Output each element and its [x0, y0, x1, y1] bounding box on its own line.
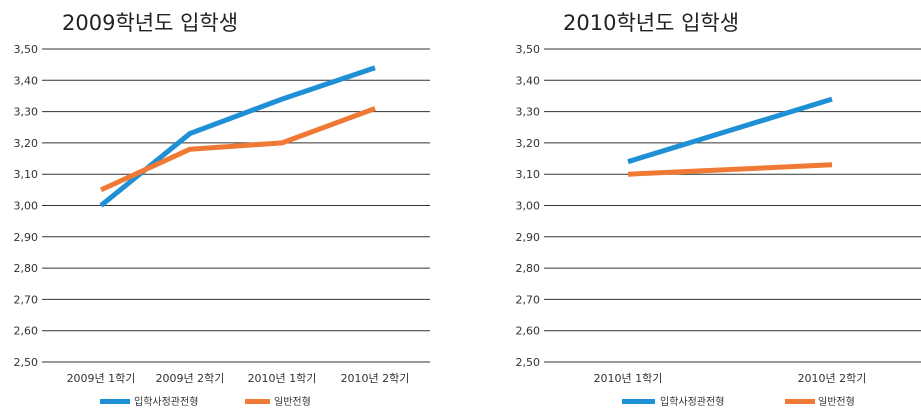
series-line — [627, 96, 833, 165]
y-tick-label: 2,50 — [516, 356, 541, 369]
y-tick-label: 3,40 — [14, 74, 39, 87]
y-tick-label: 3,20 — [516, 137, 541, 150]
x-tick-label: 2010년 1학기 — [248, 372, 317, 385]
y-tick-label: 2,60 — [516, 325, 541, 338]
y-tick-label: 3,30 — [14, 106, 39, 119]
series-line — [99, 65, 376, 208]
legend-label: 입학사정관전형 — [660, 395, 724, 408]
legend-swatch — [245, 399, 270, 404]
y-tick-label: 3,50 — [14, 43, 39, 56]
x-tick-label: 2009년 1학기 — [67, 372, 136, 385]
series-line — [627, 162, 833, 177]
legend-label: 일반전형 — [818, 396, 855, 408]
y-tick-label: 3,40 — [516, 74, 541, 87]
chart-title: 2009학년도 입학생 — [62, 11, 238, 35]
x-tick-label: 2010년 2학기 — [798, 372, 867, 385]
legend-swatch — [785, 399, 815, 404]
x-tick-label: 2010년 1학기 — [594, 372, 663, 385]
y-tick-label: 3,30 — [516, 106, 541, 119]
x-tick-label: 2010년 2학기 — [341, 372, 410, 385]
y-tick-label: 3,20 — [14, 137, 39, 150]
y-tick-label: 3,10 — [14, 168, 39, 181]
y-tick-label: 3,10 — [516, 168, 541, 181]
y-tick-label: 2,90 — [516, 231, 541, 244]
y-tick-label: 3,00 — [516, 200, 541, 213]
y-tick-label: 2,70 — [516, 293, 541, 306]
y-tick-label: 2,90 — [14, 231, 39, 244]
legend-swatch — [100, 399, 130, 404]
y-tick-label: 2,80 — [516, 262, 541, 275]
x-tick-label: 2009년 2학기 — [156, 372, 225, 385]
legend-label: 입학사정관전형 — [134, 395, 198, 408]
y-tick-label: 3,50 — [516, 43, 541, 56]
series-line — [99, 106, 376, 193]
legend-label: 일반전형 — [274, 396, 311, 408]
chart-title: 2010학년도 입학생 — [563, 11, 739, 35]
y-tick-label: 2,60 — [14, 325, 39, 338]
legend-swatch — [622, 399, 655, 404]
y-tick-label: 3,00 — [14, 200, 39, 213]
y-tick-label: 2,50 — [14, 356, 39, 369]
y-tick-label: 2,70 — [14, 293, 39, 306]
y-tick-label: 2,80 — [14, 262, 39, 275]
